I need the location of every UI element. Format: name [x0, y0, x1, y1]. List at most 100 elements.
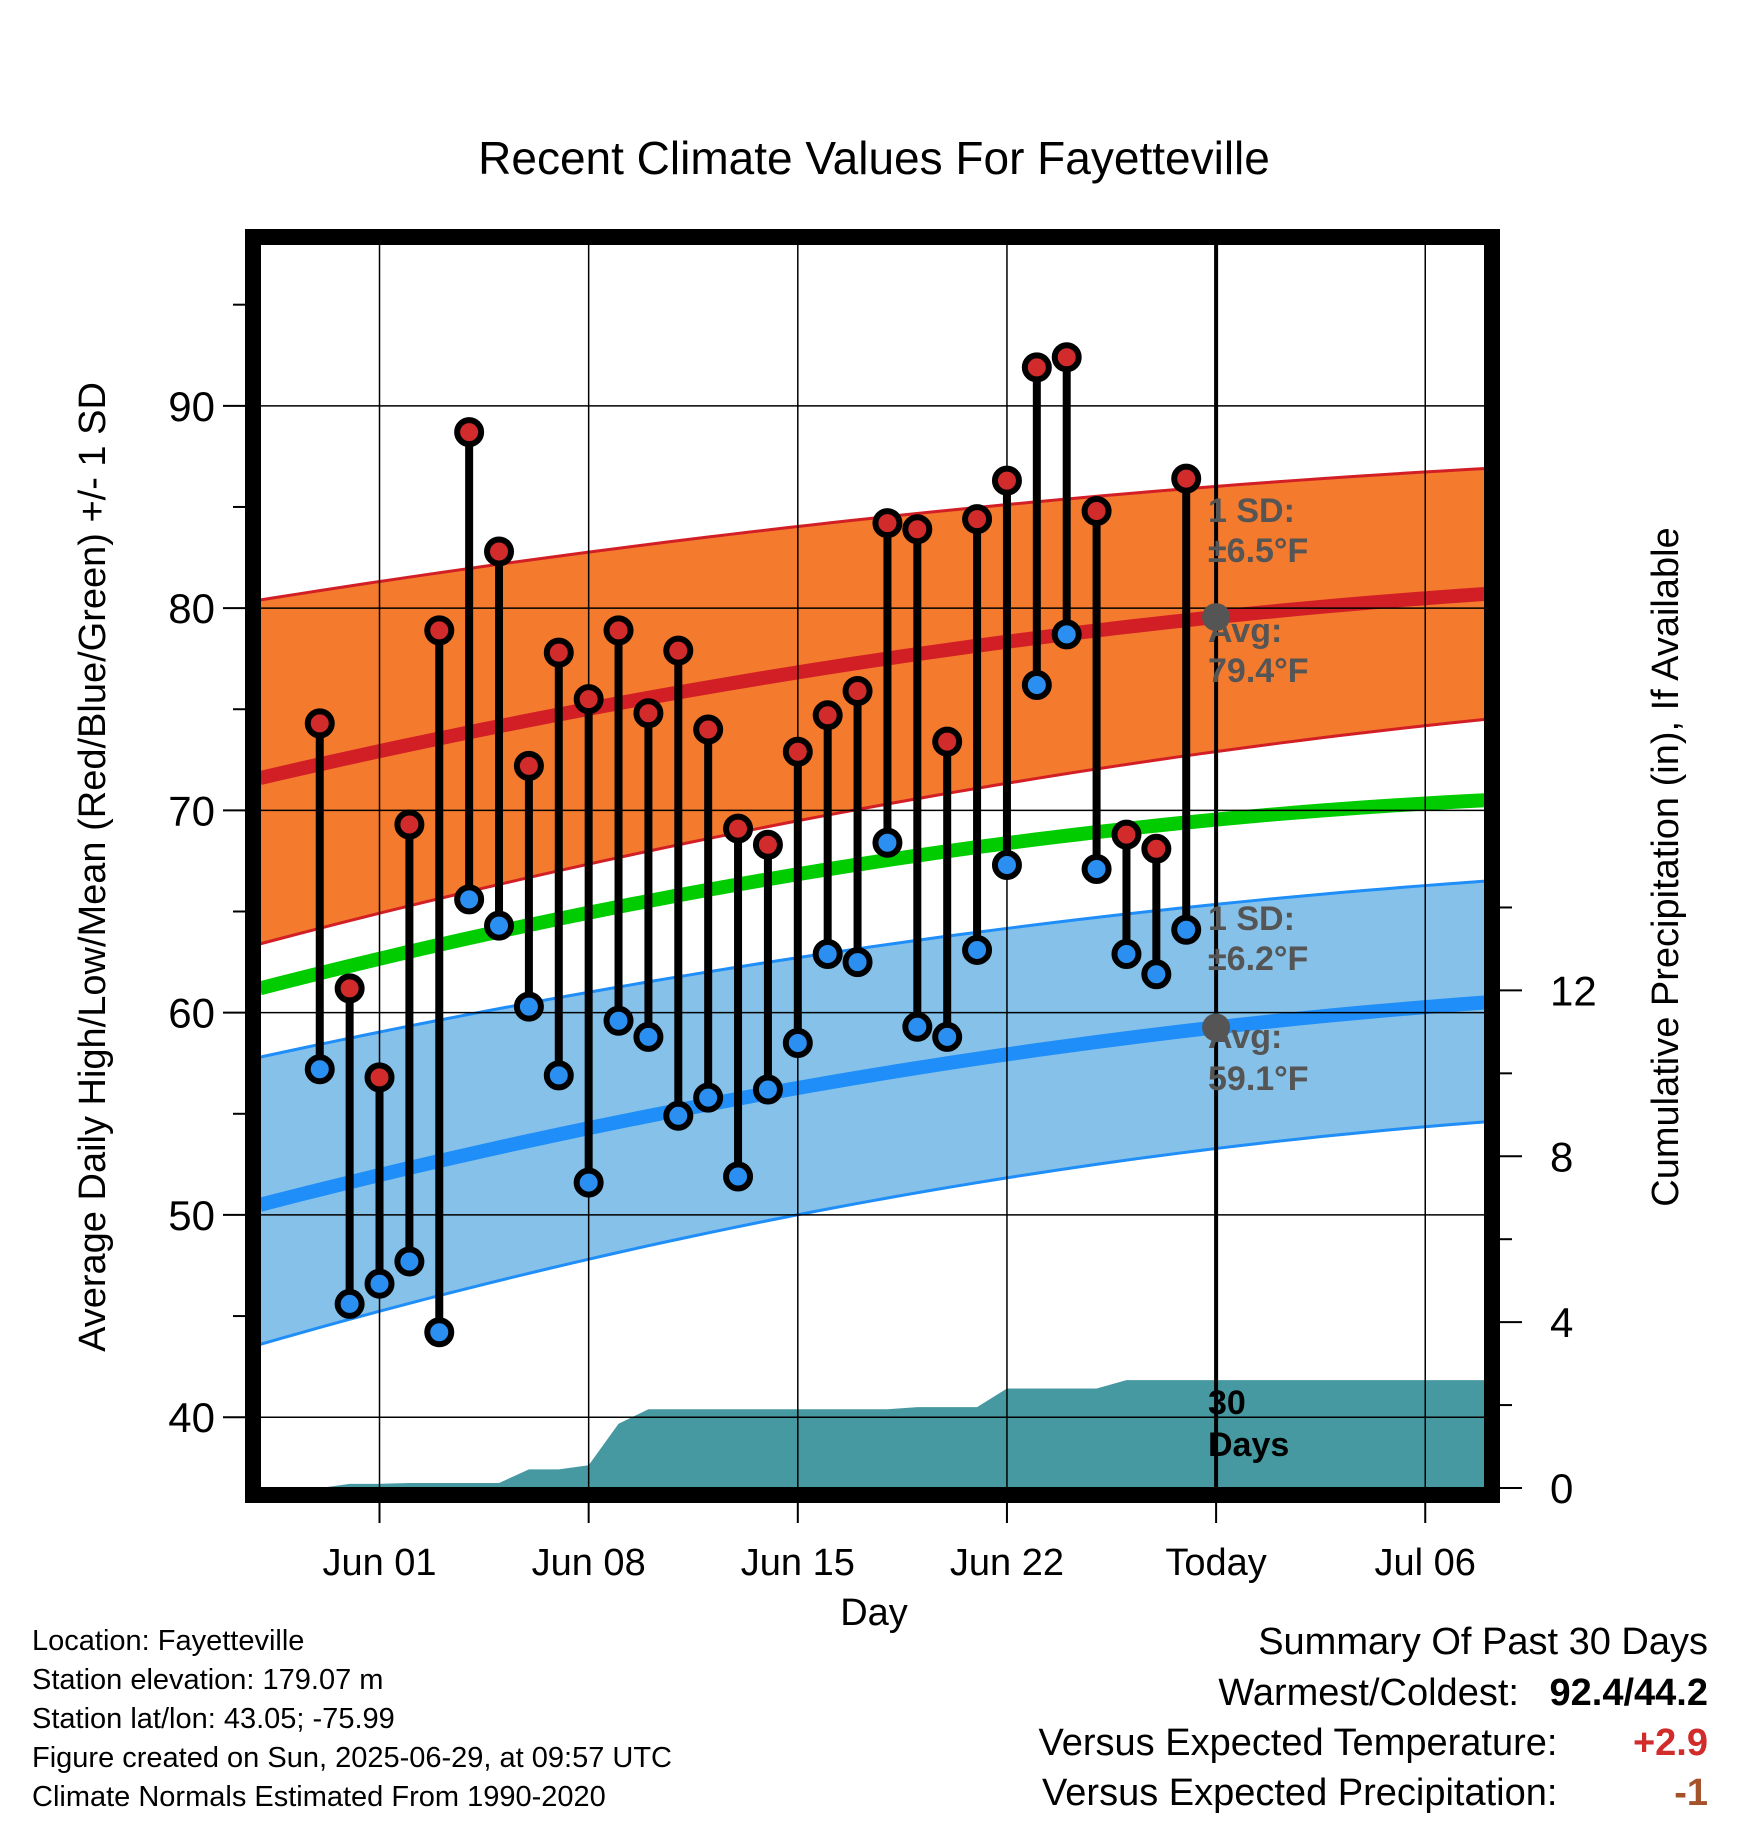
- daily-low-marker: [902, 1011, 933, 1042]
- daily-high-marker: [663, 635, 694, 666]
- daily-high-marker: [1171, 463, 1202, 494]
- daily-high-marker: [484, 536, 515, 567]
- days-count-number: 30: [1208, 1384, 1246, 1422]
- summary-title: Summary Of Past 30 Days: [1258, 1621, 1708, 1663]
- daily-high-marker: [603, 615, 634, 646]
- cumulative-precip-area: [319, 1380, 1485, 1488]
- elevation-text: Station elevation: 179.07 m: [32, 1664, 384, 1696]
- daily-low-marker: [1051, 619, 1082, 650]
- daily-high-marker: [1081, 496, 1112, 527]
- x-tick-label: Jun 15: [741, 1542, 855, 1584]
- today-high-avg-marker: [1202, 603, 1231, 632]
- daily-low-marker: [424, 1317, 455, 1348]
- daily-low-marker: [991, 849, 1022, 880]
- high-sd-value: ±6.5°F: [1208, 532, 1308, 570]
- normals-text: Climate Normals Estimated From 1990-2020: [32, 1781, 606, 1813]
- daily-high-marker: [1051, 342, 1082, 373]
- daily-high-marker: [902, 514, 933, 545]
- station-info: Location: Fayetteville Station elevation…: [32, 1622, 672, 1817]
- precip-anomaly-row: Versus Expected Precipitation: -1: [1039, 1768, 1708, 1818]
- daily-low-marker: [633, 1021, 664, 1052]
- chart-title: Recent Climate Values For Fayetteville: [478, 132, 1270, 184]
- normal-high-sd-band-upper-edge: [259, 467, 1486, 602]
- daily-high-marker: [513, 750, 544, 781]
- daily-high-marker: [752, 829, 783, 860]
- daily-low-marker: [932, 1021, 963, 1052]
- x-tick-label: Today: [1165, 1542, 1266, 1584]
- daily-high-marker: [723, 813, 754, 844]
- daily-low-marker: [782, 1027, 813, 1058]
- daily-low-marker: [842, 947, 873, 978]
- daily-high-marker: [1141, 833, 1172, 864]
- daily-low-marker: [484, 910, 515, 941]
- daily-low-marker: [812, 938, 843, 969]
- x-tick-label: Jul 06: [1375, 1542, 1476, 1584]
- daily-low-marker: [364, 1268, 395, 1299]
- daily-high-marker: [394, 809, 425, 840]
- daily-high-marker: [782, 736, 813, 767]
- daily-low-marker: [573, 1167, 604, 1198]
- daily-low-marker: [1021, 669, 1052, 700]
- y-tick-label: 90: [168, 383, 215, 430]
- warm-cold-value: 92.4/44.2: [1549, 1672, 1708, 1714]
- daily-low-marker: [1081, 854, 1112, 885]
- daily-high-marker: [543, 637, 574, 668]
- daily-low-marker: [1141, 959, 1172, 990]
- daily-high-marker: [334, 973, 365, 1004]
- daily-high-marker: [812, 700, 843, 731]
- warm-cold-row: Warmest/Coldest: 92.4/44.2: [1039, 1668, 1708, 1718]
- daily-low-marker: [752, 1074, 783, 1105]
- high-avg-value: 79.4°F: [1208, 652, 1309, 690]
- temp-anomaly-label: Versus Expected Temperature:: [1038, 1722, 1558, 1764]
- y2-axis-label: Cumulative Precipitation (in), If Availa…: [1645, 527, 1687, 1206]
- daily-low-marker: [304, 1054, 335, 1085]
- normal-high-sd-band: [260, 468, 1485, 944]
- precip-anomaly-value: -1: [1674, 1772, 1708, 1814]
- high-sd-label: 1 SD:: [1208, 492, 1295, 530]
- x-tick-label: Jun 08: [532, 1542, 646, 1584]
- normal-low-sd-band-upper-edge: [259, 879, 1486, 1059]
- daily-low-marker: [334, 1288, 365, 1319]
- normal-low-sd-band-lower-edge: [259, 1120, 1486, 1346]
- normal-high-line: [258, 586, 1486, 785]
- plot-frame: [245, 229, 1500, 1503]
- daily-high-marker: [962, 504, 993, 535]
- daily-low-marker: [454, 884, 485, 915]
- daily-high-marker: [1021, 352, 1052, 383]
- high-avg-label: Avg:: [1208, 612, 1282, 650]
- today-low-avg-marker: [1202, 1013, 1231, 1042]
- daily-low-marker: [513, 991, 544, 1022]
- low-avg-value: 59.1°F: [1208, 1060, 1309, 1098]
- precip-anomaly-label: Versus Expected Precipitation:: [1042, 1772, 1558, 1814]
- x-axis-label: Day: [840, 1592, 908, 1634]
- daily-low-marker: [603, 1005, 634, 1036]
- daily-high-marker: [573, 684, 604, 715]
- y-tick-label: 50: [168, 1192, 215, 1239]
- y-tick-label: 80: [168, 585, 215, 632]
- low-sd-label: 1 SD:: [1208, 900, 1295, 938]
- normal-low-line: [258, 995, 1486, 1212]
- y-tick-label: 70: [168, 787, 215, 834]
- latlon-text: Station lat/lon: 43.05; -75.99: [32, 1703, 395, 1735]
- temp-anomaly-row: Versus Expected Temperature: +2.9: [1039, 1718, 1708, 1768]
- y2-tick-label: 12: [1550, 967, 1597, 1014]
- daily-high-marker: [932, 726, 963, 757]
- daily-high-marker: [364, 1062, 395, 1093]
- y2-tick-label: 4: [1550, 1299, 1573, 1346]
- daily-high-marker: [633, 698, 664, 729]
- daily-high-marker: [991, 465, 1022, 496]
- warm-cold-label: Warmest/Coldest:: [1218, 1672, 1519, 1714]
- y2-tick-label: 0: [1550, 1465, 1573, 1512]
- normal-mean-line: [258, 793, 1486, 996]
- daily-high-marker: [872, 508, 903, 539]
- temp-anomaly-value: +2.9: [1632, 1722, 1708, 1764]
- y-tick-label: 60: [168, 990, 215, 1037]
- daily-low-marker: [1171, 914, 1202, 945]
- daily-high-marker: [1111, 819, 1142, 850]
- created-text: Figure created on Sun, 2025-06-29, at 09…: [32, 1742, 672, 1774]
- x-tick-label: Jun 01: [322, 1542, 436, 1584]
- summary-panel: Summary Of Past 30 Days Warmest/Coldest:…: [1039, 1616, 1708, 1818]
- daily-high-marker: [842, 676, 873, 707]
